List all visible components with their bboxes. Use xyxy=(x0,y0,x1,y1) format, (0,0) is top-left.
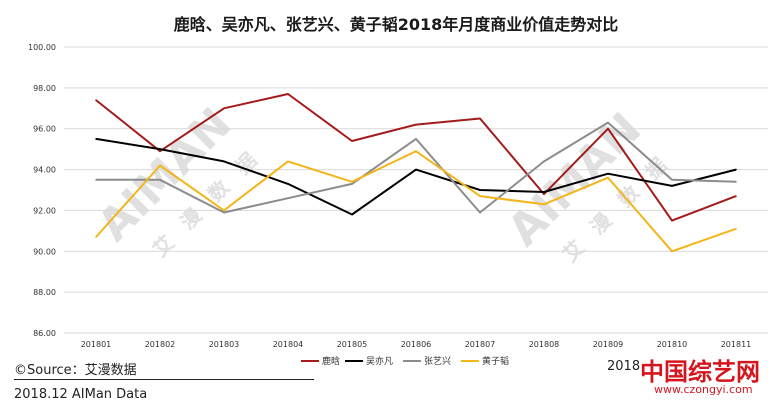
data-point xyxy=(351,140,353,142)
footer-divider xyxy=(14,379,314,380)
data-point xyxy=(95,99,97,101)
data-point xyxy=(287,197,289,199)
x-tick-label: 201809 xyxy=(593,340,624,349)
data-point xyxy=(415,150,417,152)
x-axis: 201801 201802 201803 201804 201805 201806 2018… xyxy=(81,340,752,349)
data-point xyxy=(479,189,481,191)
data-point xyxy=(351,181,353,183)
data-point xyxy=(223,211,225,214)
x-tick-label: 201805 xyxy=(337,340,368,349)
data-point xyxy=(159,148,161,150)
x-tick-label: 201804 xyxy=(273,340,304,349)
data-point xyxy=(95,178,97,181)
data-point xyxy=(415,168,417,171)
data-point xyxy=(543,191,545,193)
data-point xyxy=(287,183,289,185)
data-point xyxy=(159,178,161,181)
data-point xyxy=(735,181,737,183)
data-point xyxy=(287,93,289,95)
y-tick-label: 92.00 xyxy=(33,206,56,215)
data-point xyxy=(351,183,353,185)
y-axis: 86.00 88.00 90.00 92.00 94.00 96.00 98.00 100.0… xyxy=(28,43,56,338)
data-point xyxy=(95,236,97,238)
data-point xyxy=(607,121,609,124)
data-point xyxy=(415,123,417,126)
data-point xyxy=(95,138,97,140)
data-point xyxy=(671,185,673,187)
x-tick-label: 201811 xyxy=(721,340,752,349)
data-point xyxy=(671,178,673,181)
data-point xyxy=(607,176,609,179)
data-point xyxy=(159,164,161,167)
data-point xyxy=(543,193,545,195)
y-tick-label: 100.00 xyxy=(28,43,56,52)
data-point xyxy=(735,228,737,230)
data-point xyxy=(223,209,225,212)
x-tick-label: 201808 xyxy=(529,340,560,349)
data-point xyxy=(671,219,673,222)
data-point xyxy=(287,160,289,163)
legend: 鹿晗 吴亦凡 张艺兴 黄子韬 xyxy=(301,355,509,367)
data-point xyxy=(223,160,225,163)
data-point xyxy=(479,211,481,214)
legend-label: 吴亦凡 xyxy=(366,355,393,367)
site-logo: 中国综艺网 www.czongyi.com xyxy=(636,352,777,408)
legend-label: 鹿晗 xyxy=(322,355,340,367)
site-logo-text: 中国综艺网 xyxy=(640,358,760,386)
x-tick-label: 201801 xyxy=(81,340,112,349)
data-point xyxy=(735,168,737,171)
series-lines xyxy=(95,93,737,253)
y-tick-label: 88.00 xyxy=(33,288,56,297)
legend-label: 黄子韬 xyxy=(482,355,509,367)
source-note: ©Source：艾漫数据 xyxy=(14,363,137,378)
data-point xyxy=(479,195,481,197)
legend-label: 张艺兴 xyxy=(424,356,451,367)
y-tick-label: 98.00 xyxy=(33,84,56,93)
source-year: 2018 xyxy=(607,359,641,374)
data-point xyxy=(607,127,609,130)
x-tick-label: 201803 xyxy=(209,340,240,349)
x-tick-label: 201802 xyxy=(145,340,176,349)
y-tick-label: 96.00 xyxy=(33,125,56,134)
data-point xyxy=(159,150,161,152)
data-point xyxy=(543,160,545,163)
x-tick-label: 201810 xyxy=(657,340,688,349)
y-tick-label: 90.00 xyxy=(33,247,56,256)
data-point xyxy=(223,107,225,110)
chart-title: 鹿晗、吴亦凡、张艺兴、黄子韬2018年月度商业价值走势对比 xyxy=(174,15,619,34)
data-point xyxy=(415,138,417,140)
data-point xyxy=(479,117,481,120)
x-tick-label: 201806 xyxy=(401,340,432,349)
footer-date: 2018.12 AIMan Data xyxy=(14,387,148,402)
data-point xyxy=(671,250,673,253)
y-tick-label: 94.00 xyxy=(33,166,56,175)
y-tick-label: 86.00 xyxy=(33,329,56,338)
site-url: www.czongyi.com xyxy=(654,383,753,396)
data-point xyxy=(351,213,353,216)
data-point xyxy=(735,195,737,197)
x-tick-label: 201807 xyxy=(465,340,496,349)
data-point xyxy=(607,172,609,175)
data-point xyxy=(543,203,545,206)
